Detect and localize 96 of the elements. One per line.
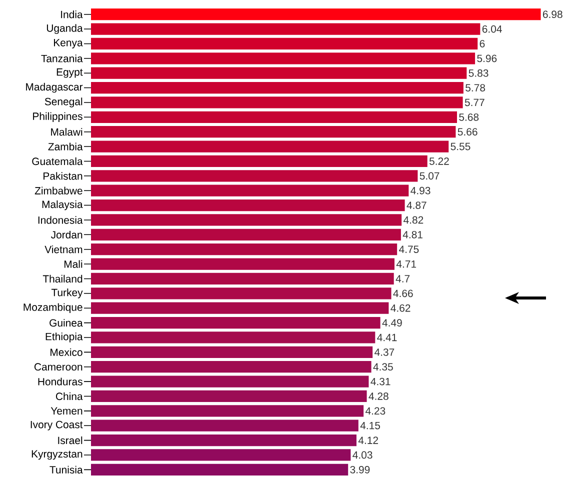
y-tick-label: Vietnam — [44, 246, 82, 254]
bar — [91, 111, 457, 123]
bar — [91, 38, 478, 50]
bar — [91, 420, 358, 432]
bar — [91, 434, 356, 446]
data-label: 4.81 — [402, 230, 422, 238]
data-label: 6 — [480, 40, 485, 48]
data-label: 5.68 — [459, 113, 479, 121]
bar — [91, 376, 369, 388]
data-label: 5.22 — [429, 158, 449, 165]
y-tick-label: Jordan — [50, 230, 82, 239]
bar — [91, 288, 392, 300]
bar — [91, 96, 463, 108]
y-tick-label: Turkey — [51, 288, 83, 298]
bar — [91, 23, 480, 35]
data-label: 4.49 — [382, 319, 402, 326]
bar — [91, 316, 380, 329]
data-label: 4.87 — [406, 202, 426, 209]
y-tick-label: Malawi — [51, 128, 82, 136]
y-tick-label: Philippines — [33, 112, 82, 122]
data-label: 4.15 — [360, 422, 380, 430]
bar — [91, 155, 428, 168]
data-label: 3.99 — [350, 466, 370, 474]
y-tick-label: Mali — [64, 260, 82, 268]
data-label: 4.41 — [377, 334, 397, 342]
bar — [91, 67, 467, 79]
data-label: 5.83 — [468, 69, 488, 77]
data-label: 4.35 — [373, 363, 393, 371]
y-tick-label: Malaysia — [42, 200, 83, 210]
data-label: 4.93 — [410, 186, 430, 194]
bar — [91, 449, 351, 461]
data-label: 5.96 — [477, 54, 497, 62]
data-label: 4.31 — [370, 378, 390, 386]
data-label: 4.82 — [404, 216, 424, 224]
bar — [91, 228, 401, 240]
y-tick-label: Madagascar — [26, 82, 83, 93]
bar — [91, 214, 402, 226]
data-label: 4.62 — [390, 304, 410, 312]
bar — [91, 332, 376, 344]
y-tick-label: Indonesia — [38, 216, 83, 224]
y-tick-label: Kyrgyzstan — [32, 450, 82, 460]
data-label: 5.55 — [450, 142, 470, 150]
y-tick-label: Egypt — [56, 68, 83, 78]
y-tick-label: Honduras — [38, 378, 82, 386]
data-label: 6.98 — [542, 10, 562, 18]
data-label: 4.75 — [399, 246, 419, 254]
bar — [91, 140, 449, 152]
y-tick-label: Israel — [58, 436, 82, 444]
y-tick-label: Guatemala — [32, 157, 83, 166]
y-tick-label: Kenya — [54, 39, 83, 48]
bar — [91, 184, 409, 196]
bar — [91, 272, 394, 285]
data-label: 5.77 — [464, 98, 484, 106]
y-tick-label: Uganda — [46, 24, 83, 34]
y-tick-label: Zimbabwe — [34, 186, 82, 194]
y-tick-label: Mexico — [50, 348, 82, 356]
bar — [91, 346, 373, 358]
y-tick-label: Zambia — [48, 142, 83, 150]
bar — [91, 8, 541, 20]
y-tick-label: Senegal — [44, 98, 82, 108]
bar — [91, 302, 389, 314]
bar — [91, 199, 405, 212]
y-tick-label: Cameroon — [34, 363, 82, 371]
bar — [91, 170, 418, 182]
bar — [91, 126, 456, 138]
data-label: 4.37 — [374, 348, 394, 356]
bar — [91, 244, 398, 256]
data-label: 4.23 — [365, 407, 386, 415]
data-label: 4.03 — [352, 451, 372, 459]
data-label: 4.66 — [393, 290, 413, 298]
y-tick-label: Guinea — [50, 318, 83, 327]
data-label: 4.7 — [396, 275, 410, 282]
y-tick-label: Pakistan — [44, 172, 82, 180]
data-label: 4.28 — [368, 392, 388, 400]
y-tick-label: Tunisia — [50, 466, 83, 474]
data-label: 5.78 — [466, 84, 486, 92]
y-tick-label: India — [61, 10, 83, 18]
y-tick-label: Mozambique — [24, 303, 82, 313]
y-tick-label: Tanzania — [41, 54, 83, 62]
bar — [91, 361, 372, 373]
bar — [91, 390, 367, 402]
bar — [91, 82, 464, 94]
data-label: 4.71 — [396, 260, 416, 268]
y-tick-label: Ivory Coast — [30, 420, 83, 430]
data-label: 6.04 — [482, 25, 502, 33]
data-label: 5.66 — [458, 128, 478, 136]
bar — [91, 464, 348, 476]
y-tick-label: Yemen — [50, 407, 82, 415]
data-label: 4.12 — [358, 436, 378, 444]
bar — [91, 258, 394, 270]
bar — [91, 405, 364, 417]
y-tick-label: Ethiopia — [46, 332, 83, 342]
bar — [91, 52, 476, 64]
y-tick-label: China — [56, 392, 83, 400]
data-label: 5.07 — [420, 172, 440, 180]
y-tick-label: Thailand — [42, 274, 82, 283]
